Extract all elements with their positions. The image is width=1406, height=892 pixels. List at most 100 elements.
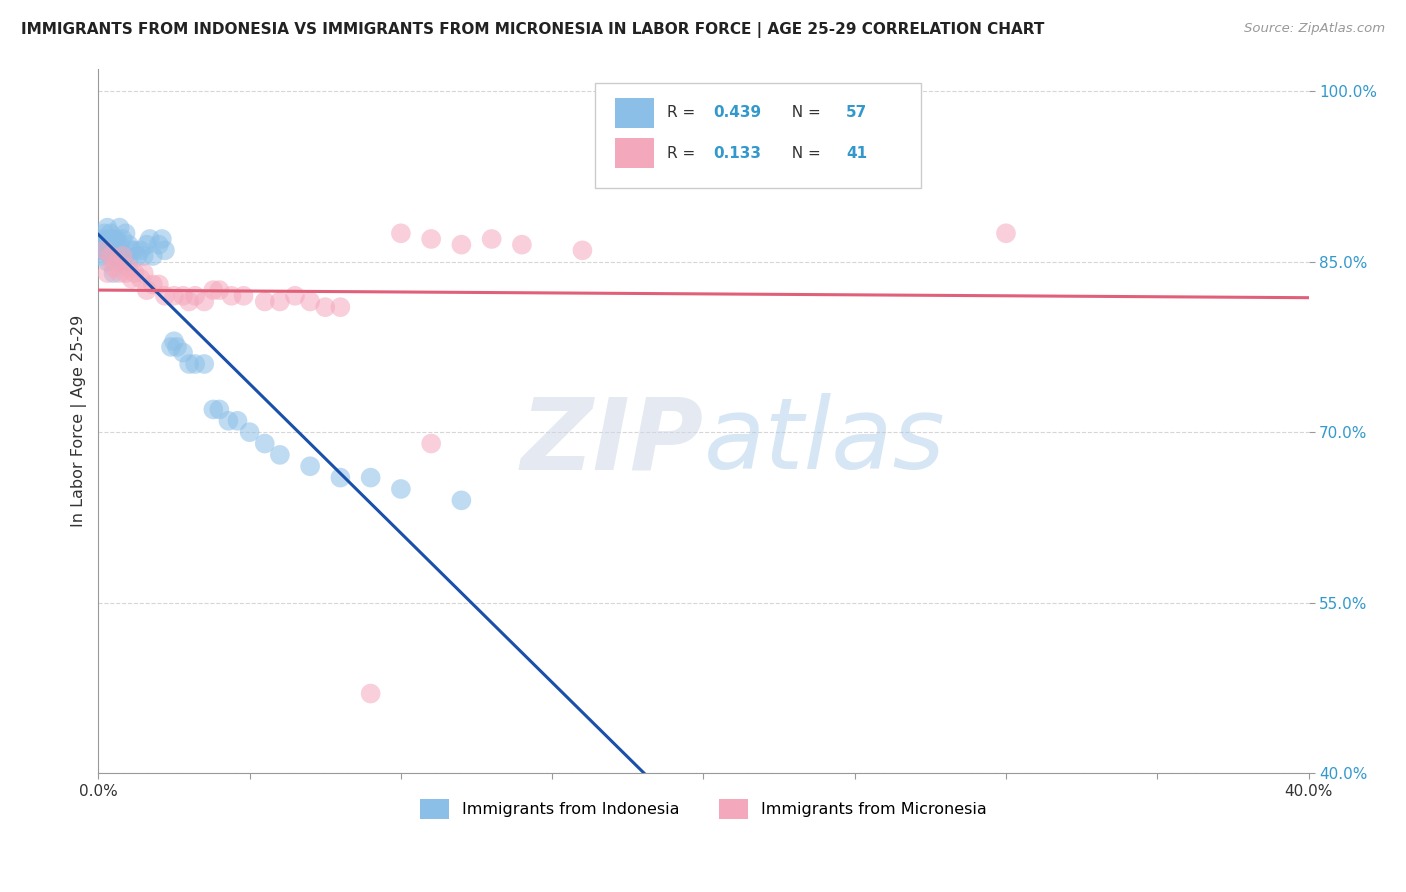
Point [96,220,118,235]
Point [284,289,307,303]
Point [111,249,134,263]
Point [96,232,118,246]
Point [121,272,143,286]
Point [127,249,149,263]
Point [135,237,157,252]
Point [269,294,291,309]
Point [450,493,472,508]
Point [160,340,183,354]
Point [108,220,131,235]
Point [103,232,125,246]
Point [105,254,128,268]
Point [208,283,231,297]
Point [184,357,207,371]
Point [111,232,134,246]
Text: N =: N = [782,145,825,161]
Text: R =: R = [666,145,700,161]
Point [132,266,155,280]
Point [121,244,143,258]
Point [124,244,146,258]
FancyBboxPatch shape [614,138,654,168]
Point [103,266,125,280]
Point [232,289,254,303]
Point [96,266,118,280]
Text: Source: ZipAtlas.com: Source: ZipAtlas.com [1244,22,1385,36]
Point [114,266,136,280]
Point [117,237,139,252]
Point [124,266,146,280]
Point [253,436,276,450]
Point [299,294,322,309]
Text: 0.439: 0.439 [713,105,761,120]
Point [184,289,207,303]
Text: R =: R = [666,105,700,120]
Point [135,283,157,297]
Point [179,294,201,309]
FancyBboxPatch shape [595,83,921,188]
Point [172,345,194,359]
Point [221,289,243,303]
Point [163,289,186,303]
Point [93,227,115,241]
Point [93,244,115,258]
Point [360,470,382,484]
Point [329,470,352,484]
Point [103,244,125,258]
Point [142,277,165,292]
Text: N =: N = [782,105,825,120]
Point [117,254,139,268]
Text: ZIP: ZIP [520,393,703,491]
Point [153,244,176,258]
Point [105,237,128,252]
Point [100,227,122,241]
Point [90,249,112,263]
Text: IMMIGRANTS FROM INDONESIA VS IMMIGRANTS FROM MICRONESIA IN LABOR FORCE | AGE 25-: IMMIGRANTS FROM INDONESIA VS IMMIGRANTS … [21,22,1045,38]
Point [253,294,276,309]
Point [93,244,115,258]
Point [93,237,115,252]
Point [100,249,122,263]
Point [148,237,170,252]
Point [111,254,134,268]
Point [193,294,215,309]
Point [105,232,128,246]
Point [420,232,443,246]
Point [139,232,162,246]
Y-axis label: In Labor Force | Age 25-29: In Labor Force | Age 25-29 [72,315,87,527]
Point [179,357,201,371]
Point [202,402,225,417]
Point [114,249,136,263]
Text: atlas: atlas [703,393,945,491]
Point [150,232,173,246]
Point [329,300,352,314]
Text: 57: 57 [846,105,868,120]
Point [226,414,249,428]
Point [314,300,336,314]
Point [208,402,231,417]
Point [510,237,533,252]
Point [172,289,194,303]
Point [114,227,136,241]
Point [193,357,215,371]
Point [117,260,139,275]
Point [153,289,176,303]
Point [450,237,472,252]
Point [129,244,152,258]
Text: 41: 41 [846,145,868,161]
Point [108,237,131,252]
Point [202,283,225,297]
Point [299,459,322,474]
Point [571,244,593,258]
Point [132,249,155,263]
Point [96,254,118,268]
Point [389,227,412,241]
Point [166,340,188,354]
Point [217,414,239,428]
Point [108,249,131,263]
Point [994,227,1017,241]
Point [481,232,503,246]
Point [389,482,412,496]
Point [142,249,165,263]
Point [100,237,122,252]
Point [96,244,118,258]
